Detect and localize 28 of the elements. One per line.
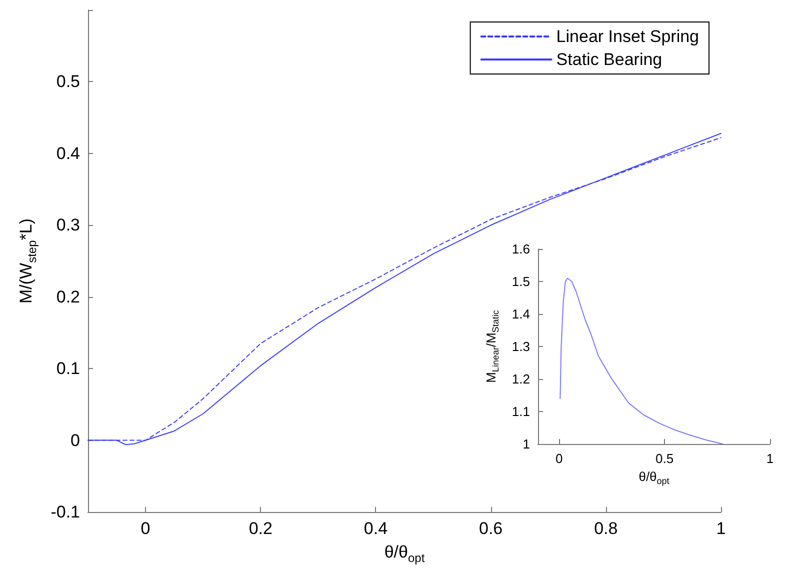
- legend-label: Linear Inset Spring: [556, 27, 700, 46]
- x-tick-label: 0.8: [594, 519, 618, 538]
- y-tick-label: 1.3: [512, 339, 530, 354]
- y-tick-label: 1.2: [512, 372, 530, 386]
- x-tick-label: 1: [716, 519, 726, 538]
- x-tick-label: 0: [140, 519, 150, 538]
- legend-label: Static Bearing: [556, 50, 662, 69]
- x-tick-label: 0.4: [364, 519, 388, 538]
- x-tick-label: 0.6: [479, 519, 503, 538]
- x-tick-label: 0.5: [656, 451, 674, 466]
- y-tick-label: 1: [522, 436, 530, 452]
- y-tick-label: 0.4: [56, 144, 80, 163]
- y-tick-label: 0.1: [56, 359, 80, 378]
- y-tick-label: -0.1: [50, 502, 80, 522]
- x-tick-label: 1: [766, 451, 774, 466]
- x-tick-label: 0: [555, 451, 563, 466]
- y-tick-label: 1.4: [512, 306, 530, 322]
- x-tick-label: 0.2: [248, 519, 272, 538]
- y-tick-label: 0.2: [56, 287, 80, 306]
- y-tick-label: 0: [70, 430, 80, 450]
- y-axis-title: MLinear/MStatic: [484, 310, 500, 383]
- y-axis-title: M/(Wstep*L): [16, 218, 39, 304]
- y-tick-label: 1.5: [512, 274, 530, 289]
- y-tick-label: 1.1: [512, 404, 530, 419]
- y-tick-label: 0.3: [56, 216, 80, 235]
- y-tick-label: 0.5: [56, 72, 80, 92]
- y-tick-label: 1.6: [512, 242, 530, 256]
- line-series: [560, 278, 724, 444]
